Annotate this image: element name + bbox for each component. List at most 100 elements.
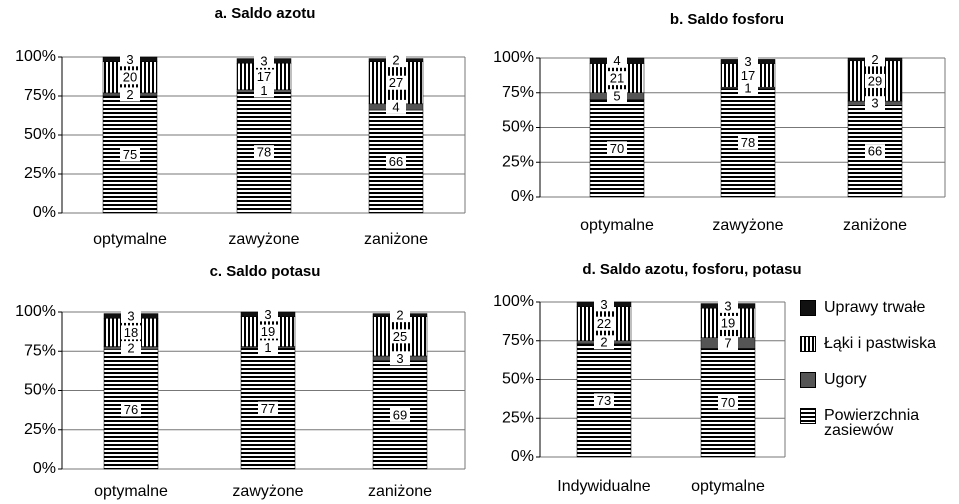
data-label: 7 — [724, 336, 731, 351]
data-label: 66 — [868, 144, 882, 159]
y-tick-label: 100% — [493, 293, 534, 310]
data-label: 69 — [393, 407, 407, 422]
data-label: 75 — [123, 147, 137, 162]
legend-label: Uprawy trwałe — [824, 299, 926, 316]
data-label: 1 — [260, 83, 267, 98]
label-box — [258, 324, 278, 339]
label-box — [120, 87, 140, 102]
legend: Uprawy trwałe Łąki i pastwiska Ugory Powier… — [800, 300, 955, 444]
data-label: 3 — [260, 53, 267, 68]
y-tick-label: 100% — [493, 49, 534, 66]
x-tick-label: zawyżone — [228, 231, 299, 248]
data-label: 20 — [123, 70, 137, 85]
legend-label: Łąki i pastwiska — [824, 335, 937, 352]
label-box — [718, 336, 738, 351]
legend-swatch — [800, 300, 816, 316]
legend-swatch — [800, 408, 816, 424]
data-label: 3 — [127, 308, 134, 323]
label-box — [390, 329, 410, 344]
label-box — [607, 89, 627, 104]
y-tick-label: 50% — [24, 382, 56, 399]
x-tick-label: Indywidualne — [557, 478, 651, 495]
legend-swatch — [800, 336, 816, 352]
label-box — [594, 393, 614, 408]
label-box — [738, 135, 758, 150]
data-label: 70 — [610, 141, 624, 156]
data-label: 19 — [261, 324, 275, 339]
data-label: 2 — [871, 52, 878, 67]
legend-item: Ugory — [800, 372, 955, 408]
bar-segment — [576, 343, 632, 458]
data-label: 17 — [741, 68, 755, 83]
y-tick-label: 25% — [24, 421, 56, 438]
label-box — [386, 154, 406, 169]
data-label: 25 — [393, 329, 407, 344]
label-box — [738, 54, 758, 69]
data-label: 29 — [868, 73, 882, 88]
data-label: 4 — [613, 53, 620, 68]
y-tick-label: 75% — [502, 84, 534, 101]
data-label: 1 — [264, 340, 271, 355]
label-box — [865, 73, 885, 88]
chart-title: c. Saldo potasu — [210, 263, 321, 280]
y-tick-label: 25% — [24, 165, 56, 182]
label-box — [594, 297, 614, 312]
y-tick-label: 0% — [511, 188, 534, 205]
label-box — [258, 307, 278, 322]
y-tick-label: 75% — [24, 342, 56, 359]
legend-swatch-rect — [800, 372, 816, 388]
y-tick-label: 25% — [502, 409, 534, 426]
data-label: 3 — [126, 52, 133, 67]
label-box — [865, 52, 885, 67]
data-label: 4 — [392, 99, 399, 114]
chart-title: d. Saldo azotu, fosforu, potasu — [582, 261, 801, 278]
label-box — [865, 144, 885, 159]
label-box — [390, 308, 410, 323]
label-box — [120, 52, 140, 67]
x-tick-label: zawyżone — [232, 483, 303, 500]
label-box — [386, 75, 406, 90]
legend-label: Powierzchnia zasiewów — [824, 407, 920, 439]
y-tick-label: 75% — [502, 332, 534, 349]
label-box — [718, 395, 738, 410]
label-box — [738, 68, 758, 83]
chart-title: b. Saldo fosforu — [670, 11, 784, 28]
legend-swatch-rect — [800, 408, 816, 424]
legend-item: Uprawy trwałe — [800, 300, 955, 336]
y-tick-label: 0% — [33, 460, 56, 477]
label-box — [607, 53, 627, 68]
y-tick-label: 100% — [15, 303, 56, 320]
data-label: 66 — [389, 154, 403, 169]
label-box — [390, 351, 410, 366]
label-box — [390, 407, 410, 422]
label-box — [607, 71, 627, 86]
legend-swatch-rect — [800, 300, 816, 316]
data-label: 1 — [744, 80, 751, 95]
x-tick-label: optymalne — [580, 217, 654, 234]
label-box — [120, 147, 140, 162]
x-tick-label: zaniżone — [843, 217, 907, 234]
data-label: 3 — [871, 96, 878, 111]
data-label: 27 — [389, 75, 403, 90]
data-label: 5 — [613, 89, 620, 104]
label-box — [254, 83, 274, 98]
label-box — [386, 99, 406, 114]
y-tick-label: 50% — [502, 371, 534, 388]
data-label: 3 — [396, 351, 403, 366]
label-box — [121, 402, 141, 417]
label-box — [738, 80, 758, 95]
data-label: 21 — [610, 71, 624, 86]
legend-item: Powierzchnia zasiewów — [800, 408, 955, 444]
y-tick-label: 0% — [33, 204, 56, 221]
label-box — [121, 325, 141, 340]
y-tick-label: 100% — [15, 48, 56, 65]
x-tick-label: zaniżone — [364, 231, 428, 248]
label-box — [121, 341, 141, 356]
label-box — [718, 315, 738, 330]
y-tick-label: 50% — [24, 126, 56, 143]
x-tick-label: optymalne — [94, 483, 168, 500]
data-label: 3 — [600, 297, 607, 312]
data-label: 2 — [126, 87, 133, 102]
data-label: 3 — [264, 307, 271, 322]
